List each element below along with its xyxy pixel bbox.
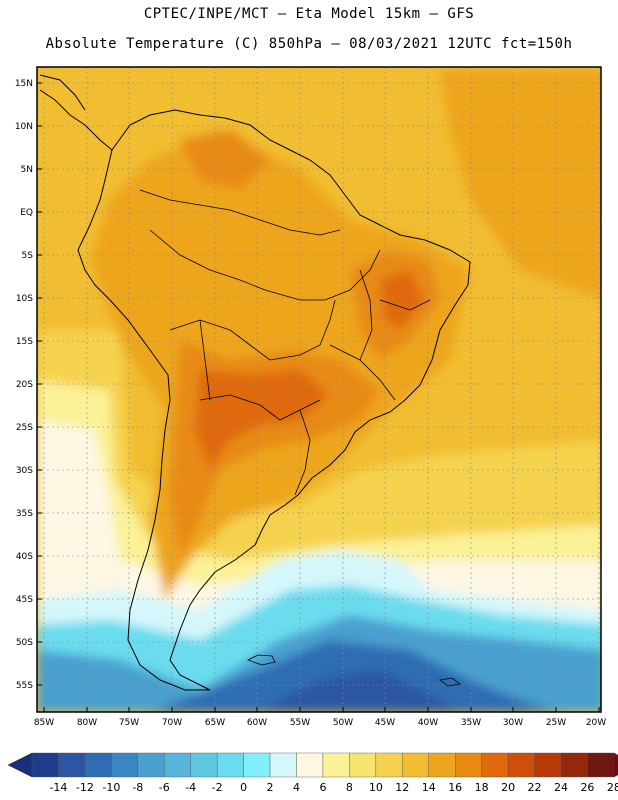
colorbar-label: 20 xyxy=(501,781,515,794)
lat-label: 45S xyxy=(16,595,33,605)
lon-label: 85W xyxy=(34,718,54,728)
lon-label: 50W xyxy=(333,718,353,728)
lon-label: 75W xyxy=(119,718,139,728)
lat-label: 40S xyxy=(16,552,33,562)
colorbar-label: 12 xyxy=(395,781,409,794)
field-ne-hot2 xyxy=(380,270,425,330)
lon-label: 35W xyxy=(461,718,481,728)
colorbar-swatch xyxy=(402,752,429,778)
colorbar-label: 24 xyxy=(554,781,568,794)
lat-label: 25S xyxy=(16,423,33,433)
colorbar-label: 14 xyxy=(422,781,436,794)
colorbar-over-arrow xyxy=(613,752,618,778)
colorbar-swatch xyxy=(190,752,218,778)
colorbar-swatch xyxy=(269,752,297,778)
lat-label: EQ xyxy=(20,208,33,218)
colorbar-label: -12 xyxy=(76,781,94,794)
lat-labels: 15N 10N 5N EQ 5S 10S 15S 20S 25S 30S 35S… xyxy=(15,79,33,691)
lat-ticks xyxy=(37,82,42,686)
colorbar-label: -14 xyxy=(49,781,67,794)
colorbar: -14 -12 -10 -8 -6 -4 -2 0 2 4 6 8 10 12 14 16 18 20 22 24 26… xyxy=(7,752,618,794)
colorbar-swatch xyxy=(455,752,482,778)
colorbar-labels: -14 -12 -10 -8 -6 -4 -2 0 2 4 6 8 10 12 14 16 18 20 22 24 26… xyxy=(49,781,618,794)
colorbar-swatch xyxy=(534,752,562,778)
colorbar-label: -10 xyxy=(102,781,120,794)
lat-label: 5S xyxy=(22,251,34,261)
colorbar-label: -2 xyxy=(212,781,223,794)
colorbar-label: 26 xyxy=(580,781,594,794)
colorbar-swatch xyxy=(587,752,615,778)
lon-label: 80W xyxy=(77,718,97,728)
colorbar-label: 0 xyxy=(240,781,247,794)
colorbar-swatch xyxy=(31,752,59,778)
colorbar-swatch xyxy=(296,752,324,778)
lat-label: 15N xyxy=(15,79,33,89)
lon-label: 40W xyxy=(418,718,438,728)
lat-label: 55S xyxy=(16,681,33,691)
colorbar-swatch xyxy=(111,752,138,778)
colorbar-label: 28 xyxy=(607,781,618,794)
map-title: CPTEC/INPE/MCT – Eta Model 15km – GFS xyxy=(143,6,475,22)
colorbar-swatch xyxy=(216,752,244,778)
lon-ticks xyxy=(43,707,600,712)
lon-label: 70W xyxy=(162,718,182,728)
colorbar-swatch xyxy=(137,752,165,778)
graticule xyxy=(37,67,601,712)
colorbar-swatch xyxy=(375,752,403,778)
colorbar-swatch xyxy=(481,752,509,778)
coastline-yucatan xyxy=(39,74,86,111)
field-ne-warm xyxy=(440,70,601,299)
lon-label: 30W xyxy=(503,718,523,728)
lat-label: 10N xyxy=(15,122,33,132)
falkland-islands xyxy=(246,654,276,666)
lon-label: 65W xyxy=(205,718,225,728)
lat-label: 15S xyxy=(16,337,33,347)
lat-label: 10S xyxy=(16,294,33,304)
lat-label: 20S xyxy=(16,380,33,390)
colorbar-label: -6 xyxy=(159,781,170,794)
lon-label: 45W xyxy=(375,718,395,728)
colorbar-label: 8 xyxy=(346,781,353,794)
colorbar-swatch xyxy=(428,752,456,778)
colorbar-swatch xyxy=(84,752,112,778)
colorbar-swatches xyxy=(7,752,618,778)
colorbar-swatch xyxy=(58,752,86,778)
lat-label: 5N xyxy=(21,165,33,175)
south-georgia xyxy=(439,677,461,687)
colorbar-swatch xyxy=(164,752,191,778)
colorbar-label: 4 xyxy=(293,781,300,794)
colorbar-swatch xyxy=(560,752,588,778)
field-north-hot xyxy=(180,130,270,190)
colorbar-label: -4 xyxy=(185,781,196,794)
lon-label: 20W xyxy=(586,718,606,728)
lon-label: 55W xyxy=(290,718,310,728)
lon-label: 25W xyxy=(546,718,566,728)
colorbar-under-arrow xyxy=(7,752,33,778)
colorbar-swatch xyxy=(349,752,377,778)
country-borders xyxy=(139,189,431,496)
field-south-m10 xyxy=(260,670,460,712)
lat-label: 35S xyxy=(16,509,33,519)
lon-labels: 85W 80W 75W 70W 65W 60W 55W 50W 45W 40W … xyxy=(34,718,606,728)
map-subtitle: Absolute Temperature (C) 850hPa – 08/03/… xyxy=(45,36,573,52)
colorbar-swatch xyxy=(243,752,271,778)
colorbar-label: 16 xyxy=(448,781,462,794)
lon-label: 60W xyxy=(247,718,267,728)
map-frame xyxy=(36,66,602,713)
colorbar-label: -8 xyxy=(132,781,143,794)
colorbar-label: 22 xyxy=(528,781,542,794)
colorbar-label: 6 xyxy=(319,781,326,794)
colorbar-swatch xyxy=(322,752,350,778)
coastline-central-america xyxy=(39,89,113,151)
colorbar-label: 10 xyxy=(369,781,383,794)
lat-label: 50S xyxy=(16,638,33,648)
colorbar-swatch xyxy=(507,752,535,778)
lat-label: 30S xyxy=(16,466,33,476)
coastline-south-america xyxy=(77,109,471,691)
colorbar-label: 18 xyxy=(475,781,489,794)
colorbar-label: 2 xyxy=(267,781,274,794)
